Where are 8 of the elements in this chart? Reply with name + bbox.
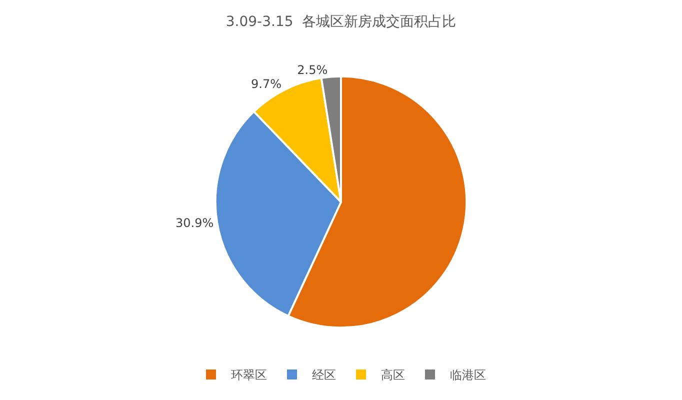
legend-label: 临港区	[450, 368, 486, 382]
legend-label: 环翠区	[231, 368, 267, 382]
chart-title: 3.09-3.15 各城区新房成交面积占比	[226, 14, 456, 30]
data-label: 9.7%	[251, 76, 282, 91]
legend-label: 经区	[312, 368, 336, 382]
data-label: 2.5%	[297, 62, 328, 77]
legend-label: 高区	[381, 368, 405, 382]
data-label: 30.9%	[176, 216, 214, 230]
